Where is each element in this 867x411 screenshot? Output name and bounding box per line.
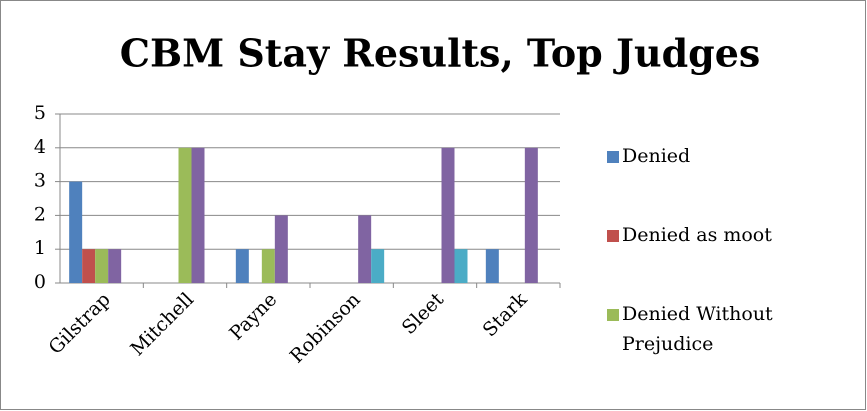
legend-label: Denied as moot bbox=[622, 224, 772, 246]
bar bbox=[371, 249, 385, 283]
legend-label: Denied Without Prejudice bbox=[622, 303, 773, 355]
legend-swatch bbox=[607, 230, 619, 242]
chart-title: CBM Stay Results, Top Judges bbox=[120, 31, 761, 76]
y-tick-label: 3 bbox=[34, 170, 46, 192]
y-tick-label: 2 bbox=[34, 203, 46, 225]
y-tick-label: 0 bbox=[34, 271, 46, 293]
bar bbox=[178, 147, 192, 283]
y-tick-label: 5 bbox=[34, 102, 46, 124]
bar bbox=[441, 147, 455, 283]
bar bbox=[358, 215, 372, 283]
bar bbox=[454, 249, 468, 283]
legend-swatch bbox=[607, 151, 619, 163]
legend-label: Denied bbox=[622, 145, 690, 167]
bar bbox=[95, 249, 109, 283]
bar bbox=[261, 249, 275, 283]
bar bbox=[69, 181, 83, 283]
bar bbox=[191, 147, 205, 283]
bar bbox=[235, 249, 249, 283]
bar bbox=[82, 249, 96, 283]
bar bbox=[274, 215, 288, 283]
y-tick-label: 4 bbox=[34, 136, 46, 158]
y-tick-label: 1 bbox=[34, 237, 46, 259]
bar bbox=[524, 147, 538, 283]
bar bbox=[108, 249, 122, 283]
bar bbox=[485, 249, 499, 283]
legend-swatch bbox=[607, 309, 619, 321]
